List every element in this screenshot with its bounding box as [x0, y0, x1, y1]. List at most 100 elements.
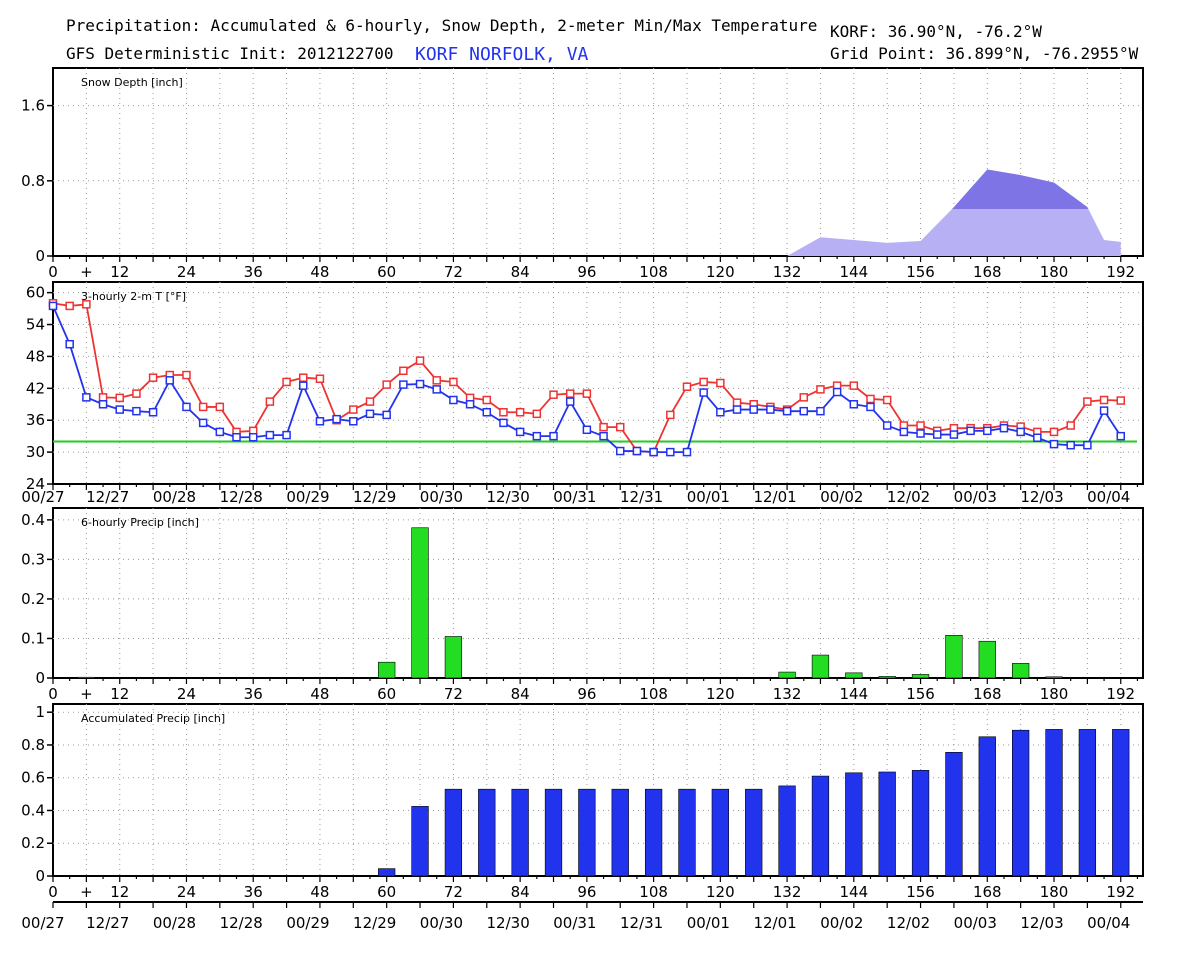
- temp-min-point: [432, 385, 441, 394]
- temp-max-point: [98, 393, 108, 402]
- date-label: 12/30: [487, 488, 530, 506]
- accum-precip-bar: [511, 788, 529, 877]
- accum-precip-bar: [878, 771, 896, 877]
- y-tick-label: 48: [26, 347, 45, 365]
- date-label: 12/03: [1020, 488, 1063, 506]
- temp-min-point: [666, 447, 675, 457]
- accum-precip-bar: [745, 788, 763, 877]
- date-label: 12/30: [487, 914, 530, 932]
- temp-min-point: [615, 446, 625, 456]
- x-tick-label: 12: [110, 263, 129, 281]
- temp-max-point: [65, 301, 74, 311]
- temp-max-point: [148, 373, 158, 382]
- temp-min-point: [382, 410, 391, 420]
- 6h-precip-bar: [945, 635, 963, 679]
- date-label: 00/27: [21, 914, 64, 932]
- 6h-precip-bar: [778, 671, 796, 679]
- temp-max-point: [599, 422, 608, 432]
- temp-min-point: [482, 407, 492, 417]
- x-tick-label: +: [80, 883, 93, 901]
- y-tick-label: 1: [35, 703, 45, 721]
- temp-max-point: [482, 395, 492, 405]
- temp-min-point: [265, 430, 275, 440]
- date-label: 00/29: [286, 914, 329, 932]
- temp-max-point: [182, 370, 191, 380]
- x-tick-label: 156: [906, 883, 935, 901]
- temp-min-point: [165, 376, 175, 385]
- temp-min-point: [632, 446, 642, 456]
- date-label: 00/01: [687, 914, 730, 932]
- x-tick-label: 60: [377, 883, 396, 901]
- x-tick-label: 24: [177, 263, 196, 281]
- x-tick-label: 120: [706, 883, 735, 901]
- temp-min-point: [1016, 427, 1025, 437]
- x-tick-label: 168: [973, 263, 1002, 281]
- y-tick-label: 0.1: [21, 629, 45, 647]
- x-tick-label: 0: [48, 263, 58, 281]
- accum-precip-bar: [778, 785, 796, 877]
- temp-max-point: [666, 410, 675, 420]
- temp-max-point: [415, 356, 425, 365]
- date-label: 00/28: [153, 914, 196, 932]
- temp-min-point: [565, 397, 575, 406]
- temp-max-point: [499, 407, 508, 417]
- temp-min-point: [399, 380, 408, 389]
- 6h-precip-bar: [1045, 676, 1063, 679]
- temp-max-point: [532, 409, 542, 419]
- x-tick-label: 72: [444, 883, 463, 901]
- 6h-precip-bar: [978, 640, 996, 679]
- x-tick-label: +: [80, 685, 93, 703]
- panel-frame: [52, 703, 1144, 877]
- date-label: 00/04: [1087, 914, 1130, 932]
- x-tick-label: 60: [377, 263, 396, 281]
- temp-min-point: [1066, 440, 1075, 450]
- temp-min-point: [465, 400, 475, 409]
- date-label: 12/02: [887, 914, 930, 932]
- accum-precip-bar: [1045, 729, 1063, 877]
- y-tick-label: 54: [26, 316, 45, 334]
- 6h-precip-bar: [1012, 663, 1030, 679]
- 6h-precip-bar: [811, 654, 830, 679]
- x-tick-label: 72: [444, 263, 463, 281]
- x-tick-label: 120: [706, 685, 735, 703]
- x-tick-label: 36: [244, 685, 263, 703]
- 6h-precip-bar: [444, 636, 463, 679]
- accum-precip-bar: [578, 788, 596, 877]
- temp-max-point: [549, 390, 558, 399]
- date-label: 12/29: [353, 914, 396, 932]
- x-tick-label: 132: [773, 685, 802, 703]
- date-label: 00/28: [153, 488, 196, 506]
- station-name: KORF NORFOLK, VA: [415, 44, 589, 65]
- 6h-precip-bar: [77, 676, 96, 679]
- accum-precip-bar: [411, 806, 429, 877]
- temp-max-point: [1049, 427, 1059, 437]
- temp-max-point: [682, 382, 692, 391]
- x-tick-label: 144: [839, 685, 868, 703]
- x-tick-label: 36: [244, 263, 263, 281]
- panel-frame: [52, 281, 1144, 485]
- temp-min-point: [983, 426, 992, 436]
- date-label: 00/04: [1087, 488, 1130, 506]
- x-tick-label: 24: [177, 685, 196, 703]
- y-tick-label: 0.2: [21, 834, 45, 852]
- station-location: KORF: 36.90°N, -76.2°W: [830, 22, 1042, 41]
- accum-precip-bar: [711, 788, 729, 877]
- temp-max-point: [315, 374, 325, 383]
- temp-min-point: [349, 417, 358, 426]
- temp-min-point: [549, 431, 558, 441]
- y-tick-label: 0.6: [21, 769, 45, 787]
- accum-precip-bar: [911, 770, 930, 877]
- x-tick-label: 48: [310, 685, 329, 703]
- temp-min-point: [365, 409, 375, 419]
- temp-min-point: [198, 418, 208, 428]
- date-label: 12/01: [753, 488, 796, 506]
- 6h-precip-bar: [845, 672, 863, 679]
- x-tick-label: 144: [839, 263, 868, 281]
- temp-max-point: [582, 389, 592, 398]
- temp-max-point: [1066, 421, 1075, 430]
- x-tick-label: 96: [577, 883, 596, 901]
- date-label: 12/29: [353, 488, 396, 506]
- temp-min-point: [248, 432, 258, 442]
- accum-precip-bar: [644, 788, 663, 877]
